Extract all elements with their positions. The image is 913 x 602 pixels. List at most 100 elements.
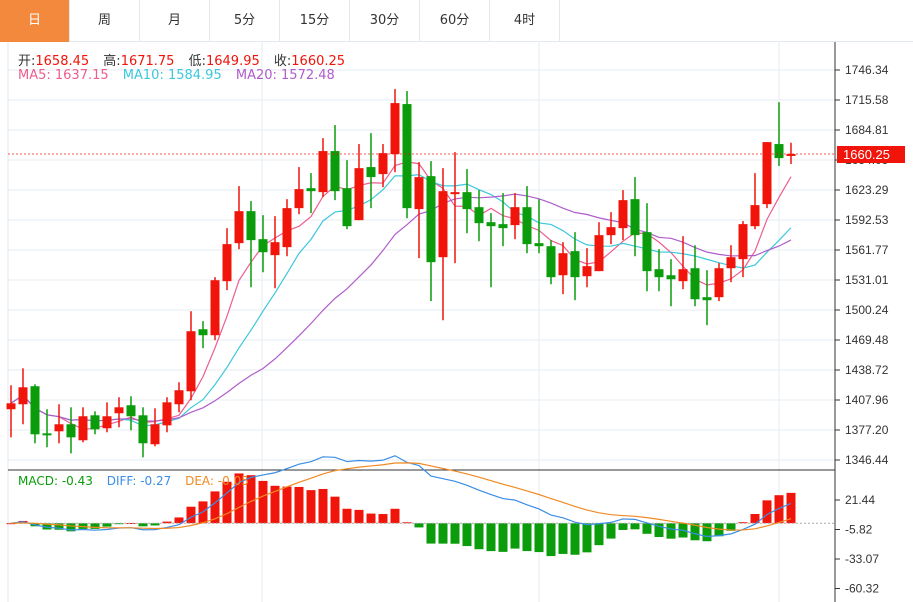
candle [402, 91, 412, 219]
macd-bar [762, 500, 772, 524]
candle-body [306, 188, 316, 192]
open-label: 开: [18, 54, 36, 69]
diff-line [10, 455, 792, 538]
ma5-line [10, 161, 792, 430]
candle [654, 249, 664, 292]
candle-body [474, 207, 484, 224]
candle [54, 404, 64, 444]
candle [534, 199, 544, 254]
candle-body [462, 192, 472, 210]
close-value: 1660.25 [291, 54, 346, 69]
candle [606, 212, 616, 245]
candle-body [222, 244, 232, 282]
open-value: 1658.45 [35, 54, 90, 69]
candle [150, 408, 160, 447]
macd-bar [642, 523, 652, 534]
candle-body [774, 144, 784, 159]
macd-tick-label: 21.44 [845, 493, 875, 507]
macd-bar [66, 523, 76, 532]
candle-body [66, 424, 76, 438]
candle-body [426, 176, 436, 263]
candle [342, 160, 352, 230]
candle [642, 203, 652, 292]
candle [306, 173, 316, 214]
candle [414, 162, 424, 259]
candle [270, 216, 280, 289]
candle-body [486, 222, 496, 227]
tab-5[interactable]: 30分 [350, 0, 420, 42]
macd-bar [654, 523, 664, 538]
close-label: 收: [273, 54, 292, 69]
price-tick-label: 1561.77 [845, 243, 889, 257]
candle [582, 248, 592, 288]
macd-value: MACD: -0.43 [18, 474, 93, 488]
candle-body [198, 329, 208, 336]
tab-2[interactable]: 月 [140, 0, 210, 42]
macd-bar [126, 522, 136, 524]
candle-body [114, 407, 124, 414]
candle-body [414, 177, 424, 210]
candle-body [186, 331, 196, 392]
macd-bar [606, 523, 616, 539]
price-tick-label: 1407.96 [845, 393, 889, 407]
macd-bar [558, 523, 568, 554]
candle [354, 144, 364, 221]
candle-body [90, 415, 100, 430]
candle-body [702, 297, 712, 301]
macd-bar [342, 508, 352, 524]
candle [666, 259, 676, 307]
candle-body [390, 103, 400, 155]
macd-bar [138, 523, 148, 527]
candle-body [606, 227, 616, 236]
macd-bar [630, 523, 640, 530]
macd-bar [438, 523, 448, 544]
candle-body [558, 253, 568, 276]
tab-3[interactable]: 5分 [210, 0, 280, 42]
macd-bar [450, 523, 460, 544]
candle [138, 407, 148, 458]
candle-body [354, 168, 364, 221]
candle [378, 144, 388, 188]
price-tick-label: 1715.58 [845, 93, 889, 107]
candle [162, 397, 172, 433]
candle-body [30, 386, 40, 435]
macd-tick-label: -60.32 [845, 582, 879, 596]
candle-body [294, 189, 304, 209]
macd-bar [54, 523, 64, 530]
candle [774, 102, 784, 167]
candle [510, 193, 520, 240]
macd-bar [594, 523, 604, 546]
price-tick-label: 1592.53 [845, 213, 889, 227]
tab-7[interactable]: 4时 [490, 0, 560, 42]
candle [222, 228, 232, 291]
tab-0[interactable]: 日 [0, 0, 70, 42]
candle [558, 242, 568, 295]
tab-4[interactable]: 15分 [280, 0, 350, 42]
candle-body [18, 387, 28, 405]
candle [318, 138, 328, 198]
candle-body [54, 424, 64, 432]
candle [738, 221, 748, 278]
current-price-label: 1660.25 [837, 146, 905, 163]
macd-bar [486, 523, 496, 552]
macd-bar [150, 523, 160, 526]
candle-body [546, 246, 556, 278]
candle [210, 277, 220, 341]
tab-6[interactable]: 60分 [420, 0, 490, 42]
candle [30, 384, 40, 444]
candle [18, 368, 28, 425]
candle-body [330, 151, 340, 192]
macd-bar [246, 475, 256, 524]
macd-bar [750, 514, 760, 524]
macd-bar [162, 521, 172, 524]
candle [498, 193, 508, 247]
candle-body [594, 235, 604, 272]
candle-body [150, 424, 160, 445]
macd-bar [522, 523, 532, 552]
macd-bar [402, 522, 412, 524]
tab-1[interactable]: 周 [70, 0, 140, 42]
candle [702, 270, 712, 326]
candle-body [210, 280, 220, 336]
macd-bar [6, 523, 16, 525]
